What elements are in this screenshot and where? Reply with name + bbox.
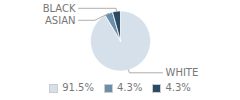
svg-text:WHITE: WHITE — [166, 67, 199, 78]
html-text:4.3%: 4.3% — [117, 82, 143, 93]
svg-text:BLACK: BLACK — [43, 3, 76, 14]
svg-text:ASIAN: ASIAN — [45, 15, 75, 26]
html-text:91.5%: 91.5% — [62, 82, 94, 93]
html-text:4.3%: 4.3% — [165, 82, 191, 93]
